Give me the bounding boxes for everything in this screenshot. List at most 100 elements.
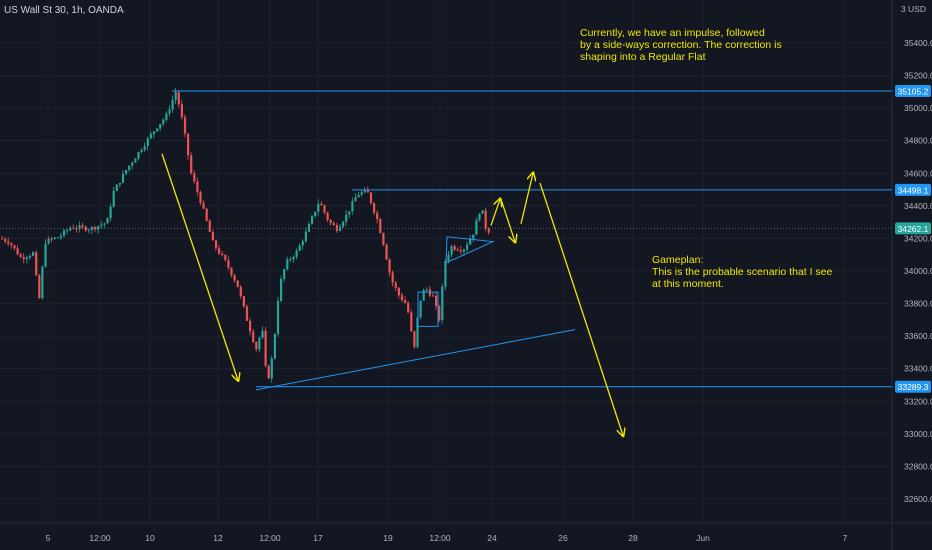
candle-up (53, 236, 56, 240)
candle-down (180, 100, 183, 120)
candle-down (233, 273, 236, 283)
candle-down (236, 280, 239, 288)
candle-down (187, 133, 190, 160)
candle-body (283, 269, 286, 279)
price-tick-label: 35400.0 (904, 38, 932, 48)
candle-up (314, 211, 317, 218)
candle-up (59, 232, 63, 241)
candle-up (66, 228, 69, 235)
candle-body (196, 181, 199, 193)
candle-up (357, 192, 360, 198)
time-tick-label: 19 (383, 533, 393, 543)
candle-body (295, 250, 298, 258)
candle-body (1, 238, 4, 240)
candle-body (397, 287, 400, 296)
price-tick-label: 34000.0 (904, 266, 932, 276)
candle-body (270, 358, 273, 379)
candle-down (413, 330, 416, 349)
candle-body (159, 123, 162, 129)
candle-up (286, 256, 289, 271)
candle-body (469, 238, 472, 245)
candle-down (376, 210, 379, 224)
candle-body (134, 158, 137, 163)
candle-body (28, 255, 32, 258)
candle-body (233, 275, 236, 281)
candle-body (236, 280, 239, 288)
candle-body (425, 289, 428, 291)
candle-down (196, 177, 199, 196)
candle-body (63, 230, 66, 236)
annotation-line: Currently, we have an impulse, followed (580, 27, 765, 39)
candle-up (159, 123, 162, 132)
price-tick-label: 34800.0 (904, 136, 932, 146)
candle-down (388, 258, 391, 277)
candle-up (106, 217, 109, 224)
candle-body (103, 223, 106, 225)
candle-body (245, 306, 249, 321)
candle-body (84, 226, 87, 231)
candle-body (289, 259, 292, 261)
candle-body (419, 300, 422, 318)
candle-up (295, 248, 298, 260)
candle-body (354, 197, 357, 202)
candle-body (66, 230, 69, 232)
candle-up (283, 268, 286, 283)
candle-body (162, 119, 165, 124)
level-price-label-bg (895, 183, 931, 196)
candle-body (38, 275, 41, 299)
candle-up (304, 227, 307, 244)
candle-body (146, 138, 149, 147)
candle-body (171, 99, 174, 110)
price-tick-label: 33400.0 (904, 364, 932, 374)
candle-down (326, 211, 329, 223)
candle-body (407, 302, 410, 313)
candle-body (475, 220, 478, 235)
candle-body (211, 231, 214, 241)
candle-up (311, 214, 314, 225)
candle-body (369, 192, 373, 204)
candle-down (400, 292, 404, 303)
annotation-gameplan-note: Gameplan: This is the probable scenario … (652, 254, 832, 290)
candle-down (382, 232, 385, 247)
candle-down (22, 252, 25, 264)
candle-down (214, 239, 218, 252)
candle-body (456, 249, 459, 251)
candle-up (481, 210, 484, 214)
candle-up (351, 197, 354, 215)
current-price-label-bg (895, 222, 931, 235)
candle-down (379, 217, 382, 234)
candle-down (81, 222, 84, 230)
candle-body (118, 182, 121, 185)
candle-body (180, 104, 183, 118)
price-tick-label: 33800.0 (904, 299, 932, 309)
candle-down (245, 304, 249, 321)
candle-body (214, 240, 218, 249)
time-tick-label: Jun (696, 533, 710, 543)
annotation-line: Gameplan: (652, 254, 704, 266)
candle-body (438, 306, 441, 321)
candle-up (472, 234, 475, 243)
time-tick-label: 24 (487, 533, 497, 543)
candle-body (156, 128, 159, 132)
candle-up (354, 193, 357, 202)
candle-down (329, 218, 332, 226)
candle-down (242, 295, 245, 309)
candle-body (97, 226, 100, 230)
candle-body (450, 246, 453, 255)
candle-down (391, 270, 394, 287)
candle-down (1, 235, 4, 240)
candle-body (400, 295, 404, 301)
candle-down (38, 273, 41, 299)
candle-down (84, 225, 87, 233)
candle-up (280, 275, 283, 303)
flat-pattern (417, 291, 439, 327)
candle-body (273, 333, 276, 359)
projection-arrow (520, 173, 533, 224)
candle-up (307, 221, 311, 232)
candle-up (276, 296, 280, 337)
candle-body (360, 192, 363, 195)
candle-body (143, 146, 146, 151)
candle-up (422, 288, 425, 301)
